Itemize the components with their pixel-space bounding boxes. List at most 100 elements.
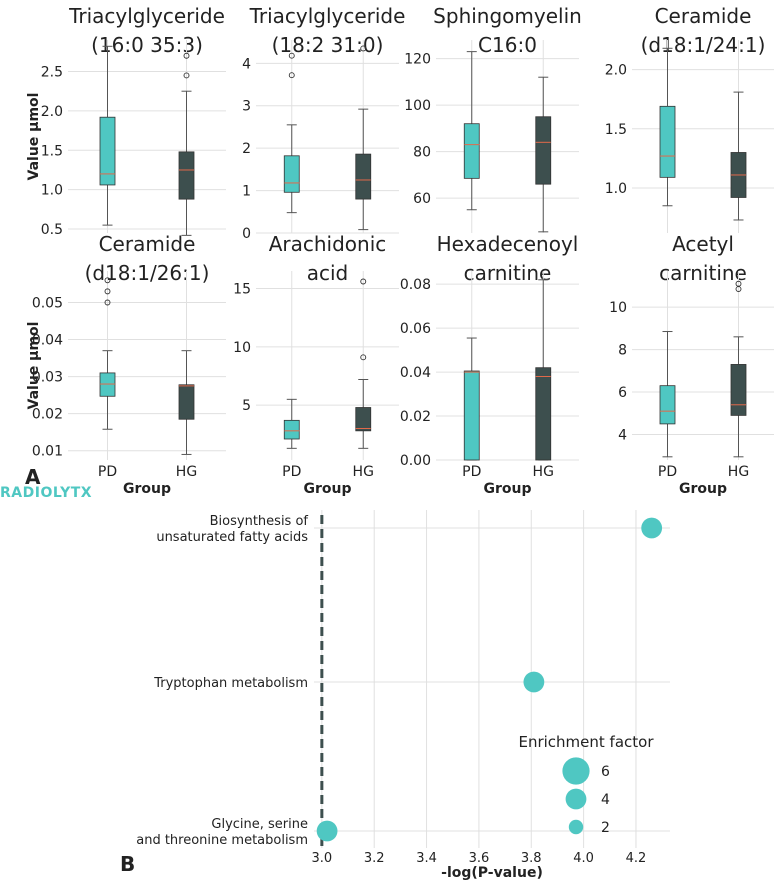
category-label: and threonine metabolism — [136, 833, 308, 848]
x-tick-label: PD — [462, 464, 481, 480]
y-tick-label: 10 — [609, 300, 627, 316]
x-tick-label: 4.2 — [626, 851, 647, 866]
panel-subtitle: (d18:1/24:1) — [641, 33, 766, 57]
y-axis-label: Value μmol — [26, 93, 42, 181]
box-pd — [659, 385, 676, 425]
panel-title: Acetyl — [672, 232, 734, 256]
panel-title: Hexadecenoyl — [437, 232, 579, 256]
outlier-point — [183, 72, 190, 79]
panel-subtitle: C16:0 — [478, 33, 537, 57]
box-hg — [355, 153, 372, 200]
x-tick-label: HG — [728, 464, 749, 480]
panel-title: Sphingomyelin — [433, 4, 582, 28]
y-tick-label: 0.02 — [400, 409, 431, 425]
y-tick-label: 6 — [618, 385, 627, 401]
y-tick-label: 0.04 — [400, 365, 431, 381]
panel-subtitle: carnitine — [464, 261, 552, 285]
y-tick-label: 0.02 — [32, 407, 63, 423]
box-hg — [355, 407, 372, 432]
legend-marker — [562, 757, 590, 785]
scatter-point — [641, 517, 663, 539]
box-hg — [178, 384, 195, 420]
scatter-point — [523, 671, 545, 693]
outlier-point — [104, 288, 111, 295]
outlier-point — [360, 278, 367, 285]
y-tick-label: 2.5 — [41, 65, 63, 81]
box-pd — [99, 116, 116, 186]
y-tick-label: 0.5 — [41, 222, 63, 238]
y-tick-label: 2 — [242, 141, 251, 157]
y-tick-label: 80 — [413, 145, 431, 161]
y-tick-label: 15 — [233, 282, 251, 298]
legend-label: 4 — [601, 792, 610, 808]
y-tick-label: 4 — [242, 56, 251, 72]
y-tick-label: 10 — [233, 340, 251, 356]
legend-marker — [565, 788, 587, 810]
outlier-point — [288, 72, 295, 79]
x-tick-label: HG — [176, 464, 197, 480]
x-tick-label: PD — [98, 464, 117, 480]
legend-title: Enrichment factor — [518, 733, 654, 751]
y-tick-label: 2.0 — [41, 104, 63, 120]
panel-title: Ceramide — [99, 232, 196, 256]
y-tick-label: 5 — [242, 398, 251, 414]
x-axis-label: Group — [679, 481, 727, 497]
y-tick-label: 60 — [413, 191, 431, 207]
y-tick-label: 120 — [404, 52, 431, 68]
panel-subtitle: (d18:1/26:1) — [85, 261, 210, 285]
panel-subtitle: (18:2 31:0) — [272, 33, 384, 57]
x-tick-label: 4.0 — [573, 851, 594, 866]
outlier-point — [360, 354, 367, 361]
y-tick-label: 0.00 — [400, 453, 431, 469]
box-hg — [730, 364, 747, 416]
y-tick-label: 0 — [242, 226, 251, 242]
y-tick-label: 1.0 — [41, 183, 63, 199]
y-axis-label: Value μmol — [26, 322, 42, 410]
x-axis-label: Group — [123, 481, 171, 497]
y-tick-label: 4 — [618, 428, 627, 444]
y-tick-label: 1.0 — [605, 181, 627, 197]
panel-title: Ceramide — [655, 4, 752, 28]
y-tick-label: 2.0 — [605, 63, 627, 79]
x-tick-label: HG — [533, 464, 554, 480]
panel-subtitle: acid — [307, 261, 349, 285]
y-tick-label: 0.05 — [32, 296, 63, 312]
y-tick-label: 3 — [242, 99, 251, 115]
y-tick-label: 1.5 — [41, 143, 63, 159]
x-tick-label: 3.0 — [312, 851, 333, 866]
outlier-point — [183, 52, 190, 59]
box-pd — [463, 370, 480, 461]
outlier-point — [735, 280, 742, 287]
y-tick-label: 1 — [242, 184, 251, 200]
x-tick-label: 3.4 — [416, 851, 437, 866]
x-axis-label: Group — [483, 481, 531, 497]
y-tick-label: 0.08 — [400, 277, 431, 293]
panel-title: Arachidonic — [269, 232, 387, 256]
box-pd — [283, 155, 300, 193]
x-tick-label: HG — [353, 464, 374, 480]
y-tick-label: 0.04 — [32, 333, 63, 349]
panel-subtitle: carnitine — [659, 261, 747, 285]
category-label: Glycine, serine — [211, 817, 308, 832]
box-pd — [463, 123, 480, 179]
x-tick-label: PD — [658, 464, 677, 480]
panel-label-b: B — [120, 852, 135, 876]
box-hg — [178, 151, 195, 200]
category-label: Biosynthesis of — [210, 514, 309, 529]
box-pd — [99, 372, 116, 397]
legend-marker — [568, 819, 584, 835]
x-tick-label: PD — [282, 464, 301, 480]
y-tick-label: 0.01 — [32, 444, 63, 460]
y-tick-label: 0.06 — [400, 321, 431, 337]
legend-label: 6 — [601, 764, 610, 780]
y-tick-label: 100 — [404, 98, 431, 114]
y-tick-label: 0.03 — [32, 370, 63, 386]
outlier-point — [104, 299, 111, 306]
category-label: Tryptophan metabolism — [153, 676, 308, 691]
outlier-point — [360, 45, 367, 52]
panel-title: Triacylglyceride — [249, 4, 406, 28]
x-axis-label: Group — [303, 481, 351, 497]
y-tick-label: 1.5 — [605, 122, 627, 138]
x-tick-label: 3.8 — [521, 851, 542, 866]
